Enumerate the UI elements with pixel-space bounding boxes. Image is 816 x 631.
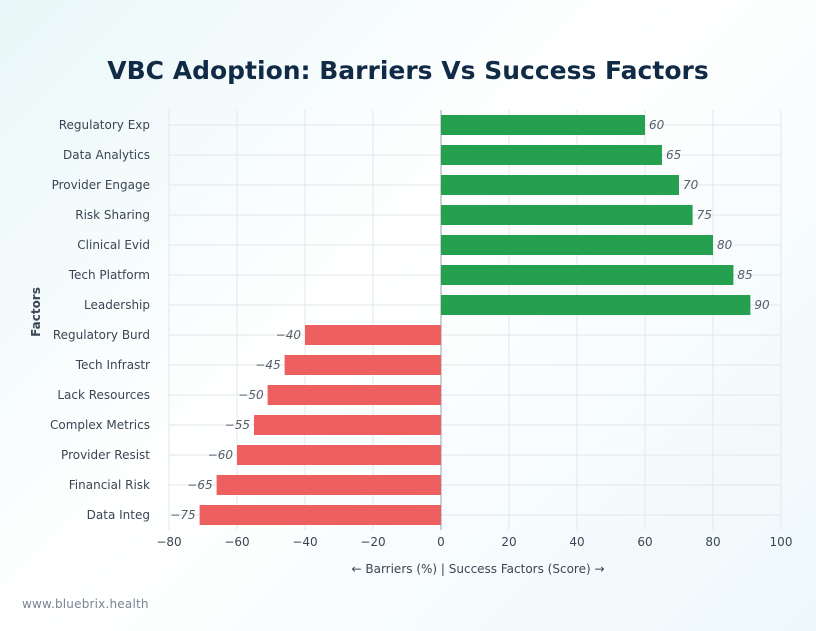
data-label: −60 [208, 448, 234, 462]
y-tick-label: Data Integ [87, 508, 150, 522]
grid-layer [168, 110, 782, 530]
y-tick-label: Lack Resources [57, 388, 150, 402]
bar-barrier [305, 325, 441, 345]
y-tick-label: Regulatory Burd [53, 328, 150, 342]
chart-title: VBC Adoption: Barriers Vs Success Factor… [107, 56, 708, 85]
y-tick-label: Financial Risk [69, 478, 150, 492]
footer-brand: www.bluebrix.health [22, 597, 149, 611]
x-tick-label: −60 [224, 535, 249, 549]
ticks-layer: −80 −60 −40 −20 0 20 40 60 80 100 Regulatory Exp Da… [50, 118, 792, 549]
bar-barrier [284, 355, 441, 375]
data-label: 60 [649, 118, 665, 132]
data-label: 85 [737, 268, 752, 282]
bars-layer [199, 115, 751, 525]
data-label: 80 [717, 238, 733, 252]
x-tick-label: 60 [637, 535, 652, 549]
bar-success [441, 235, 713, 255]
data-label: 90 [754, 298, 770, 312]
y-tick-label: Provider Engage [52, 178, 150, 192]
data-label: −55 [225, 418, 250, 432]
bar-success [441, 175, 679, 195]
y-tick-label: Clinical Evid [77, 238, 150, 252]
y-tick-label: Tech Infrastr [75, 358, 150, 372]
x-tick-label: −20 [360, 535, 385, 549]
y-tick-label: Provider Resist [61, 448, 150, 462]
data-label: 75 [697, 208, 712, 222]
x-tick-label: 0 [437, 535, 445, 549]
bar-success [441, 205, 693, 225]
x-tick-label: 100 [770, 535, 793, 549]
bar-barrier [216, 475, 441, 495]
y-tick-label: Risk Sharing [75, 208, 150, 222]
data-label: 65 [666, 148, 681, 162]
data-label: −45 [255, 358, 280, 372]
x-axis-label: ← Barriers (%) | Success Factors (Score)… [351, 562, 604, 576]
labels-layer: 60 65 70 75 80 85 90 −40 −45 −50 −55 −60 −65 −75 [170, 118, 770, 522]
y-tick-label: Tech Platform [68, 268, 150, 282]
y-tick-label: Data Analytics [63, 148, 150, 162]
bar-success [441, 145, 662, 165]
data-label: −40 [276, 328, 302, 342]
data-label: −65 [187, 478, 212, 492]
bar-success [441, 115, 645, 135]
x-tick-label: 20 [501, 535, 516, 549]
bar-success [441, 265, 734, 285]
bar-barrier [237, 445, 441, 465]
x-tick-label: −40 [292, 535, 317, 549]
x-tick-label: 40 [569, 535, 584, 549]
bar-success [441, 295, 751, 315]
y-tick-label: Regulatory Exp [59, 118, 150, 132]
data-label: −50 [238, 388, 264, 402]
x-tick-label: 80 [705, 535, 720, 549]
bar-barrier [254, 415, 441, 435]
x-tick-label: −80 [156, 535, 181, 549]
bar-barrier [267, 385, 441, 405]
data-label: −75 [170, 508, 195, 522]
data-label: 70 [683, 178, 699, 192]
bar-barrier [199, 505, 441, 525]
y-tick-label: Leadership [84, 298, 150, 312]
y-axis-label: Factors [29, 287, 43, 337]
y-tick-label: Complex Metrics [50, 418, 150, 432]
